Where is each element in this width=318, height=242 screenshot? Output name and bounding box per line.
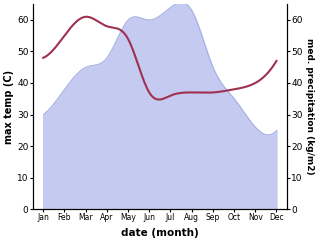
Y-axis label: max temp (C): max temp (C) [4, 70, 14, 144]
Y-axis label: med. precipitation (kg/m2): med. precipitation (kg/m2) [305, 38, 314, 175]
X-axis label: date (month): date (month) [121, 228, 199, 238]
